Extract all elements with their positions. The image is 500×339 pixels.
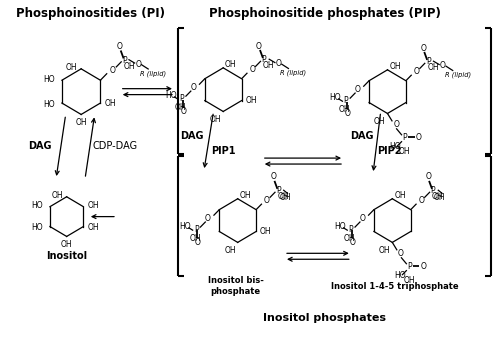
Text: O: O [117,42,122,51]
Text: O: O [416,133,422,142]
Text: OH: OH [76,118,87,127]
Text: Inositol phosphates: Inositol phosphates [263,313,386,323]
Text: OH: OH [260,227,272,236]
Text: P: P [402,133,407,142]
Text: O: O [398,249,404,258]
Text: P: P [180,94,184,103]
Text: OH: OH [399,147,410,156]
Text: DAG: DAG [180,131,204,141]
Text: OH: OH [61,240,72,249]
Text: O: O [350,238,356,247]
Text: O: O [264,196,270,205]
Text: P: P [276,186,280,195]
Text: DAG: DAG [350,131,373,141]
Text: P: P [426,57,430,66]
Text: OH: OH [427,63,439,72]
Text: HO: HO [44,100,55,108]
Text: HO: HO [330,93,341,102]
Text: O: O [418,196,424,205]
Text: P: P [262,55,266,64]
Text: DAG: DAG [28,141,52,151]
Text: OH: OH [344,234,356,243]
Text: HO: HO [32,223,43,232]
Text: HO: HO [44,75,55,84]
Text: P: P [408,262,412,271]
Text: OH: OH [175,103,186,112]
Text: HO: HO [394,271,406,280]
Text: P: P [122,56,127,65]
Text: Inositol bis-
phosphate: Inositol bis- phosphate [208,276,264,296]
Text: O: O [180,107,186,116]
Text: O: O [256,41,262,51]
Text: OH: OH [210,115,222,124]
Text: O: O [440,61,446,71]
Text: O: O [250,65,255,74]
Text: HO: HO [334,222,346,231]
Text: OH: OH [240,191,251,200]
Text: OH: OH [379,246,390,255]
Text: O: O [190,83,196,92]
Text: O: O [354,85,360,94]
Text: R (lipid): R (lipid) [280,69,306,76]
Text: OH: OH [374,117,386,126]
Text: O: O [345,109,350,118]
Text: HO: HO [165,91,177,100]
Text: OH: OH [404,276,415,284]
Text: P: P [344,96,348,105]
Text: OH: OH [87,223,99,232]
Text: Phosphoinositides (PI): Phosphoinositides (PI) [16,7,166,20]
Text: HO: HO [180,222,192,231]
Text: HO: HO [32,201,43,210]
Text: O: O [425,173,431,181]
Text: PIP2: PIP2 [377,146,402,156]
Text: O: O [360,214,365,223]
Text: PIP1: PIP1 [211,146,236,156]
Text: R (lipid): R (lipid) [444,72,470,78]
Text: R (lipid): R (lipid) [140,70,166,77]
Text: OH: OH [278,192,289,201]
Text: OH: OH [390,62,401,71]
Text: OH: OH [225,60,236,69]
Text: Phosphoinositide phosphates (PIP): Phosphoinositide phosphates (PIP) [208,7,440,20]
Text: OH: OH [434,193,446,202]
Text: P: P [348,225,353,234]
Text: CDP-DAG: CDP-DAG [92,141,138,151]
Text: O: O [205,214,210,223]
Text: OH: OH [87,201,99,210]
Text: O: O [270,173,276,181]
Text: O: O [135,60,141,69]
Text: O: O [110,66,116,75]
Text: O: O [276,59,281,68]
Text: O: O [420,262,426,271]
Text: Inositol: Inositol [46,251,87,261]
Text: HO: HO [390,142,401,151]
Text: OH: OH [66,63,78,72]
Text: O: O [414,67,420,76]
Text: OH: OH [51,191,63,200]
Text: OH: OH [224,246,236,255]
Text: OH: OH [263,61,274,71]
Text: OH: OH [339,105,350,114]
Text: OH: OH [432,192,444,201]
Text: O: O [393,120,399,129]
Text: O: O [195,238,201,247]
Text: OH: OH [124,62,135,71]
Text: O: O [420,43,426,53]
Text: OH: OH [280,193,291,202]
Text: OH: OH [190,234,201,243]
Text: P: P [430,186,436,195]
Text: P: P [194,225,198,234]
Text: OH: OH [104,99,116,107]
Text: OH: OH [246,96,257,105]
Text: Inositol 1-4-5 triphosphate: Inositol 1-4-5 triphosphate [332,281,459,291]
Text: OH: OH [394,191,406,200]
